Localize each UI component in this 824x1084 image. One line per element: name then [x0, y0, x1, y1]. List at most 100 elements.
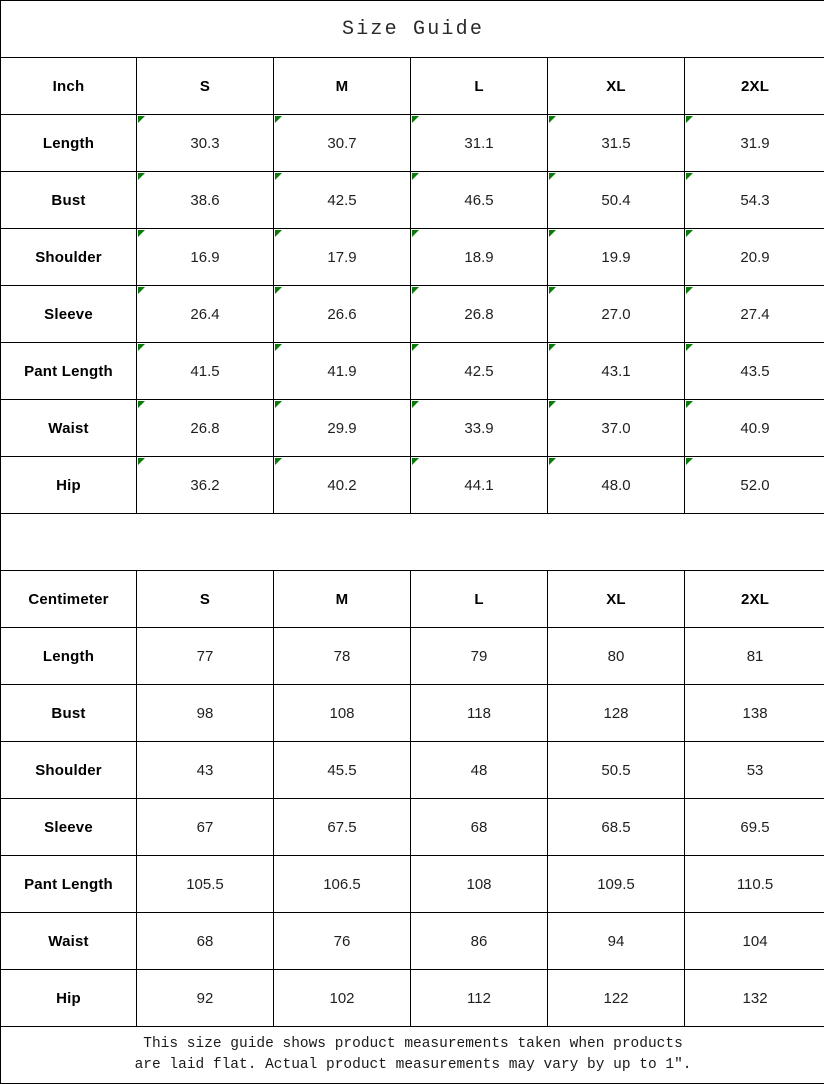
- cell-cm-shoulder-m: 45.5: [274, 742, 411, 799]
- cell-inch-length-xl: 31.5: [548, 115, 685, 172]
- page-title: Size Guide: [1, 1, 824, 58]
- table-row: Hip 36.2 40.2 44.1 48.0 52.0: [1, 457, 824, 514]
- cell-inch-waist-s: 26.8: [137, 400, 274, 457]
- cell-inch-length-s: 30.3: [137, 115, 274, 172]
- table-row: Shoulder 16.9 17.9 18.9 19.9 20.9: [1, 229, 824, 286]
- cell-cm-waist-l: 86: [411, 913, 548, 970]
- cell-cm-pant-length-m: 106.5: [274, 856, 411, 913]
- cell-cm-sleeve-m: 67.5: [274, 799, 411, 856]
- column-header-m: M: [274, 58, 411, 115]
- cell-inch-pant-length-m: 41.9: [274, 343, 411, 400]
- column-header-s: S: [137, 58, 274, 115]
- cell-cm-waist-2xl: 104: [685, 913, 824, 970]
- row-label-cm-shoulder: Shoulder: [1, 742, 137, 799]
- cell-inch-hip-m: 40.2: [274, 457, 411, 514]
- cell-cm-sleeve-l: 68: [411, 799, 548, 856]
- column-header-l: L: [411, 58, 548, 115]
- cell-cm-bust-xl: 128: [548, 685, 685, 742]
- cell-inch-length-m: 30.7: [274, 115, 411, 172]
- cell-inch-bust-xl: 50.4: [548, 172, 685, 229]
- table-row: Waist 26.8 29.9 33.9 37.0 40.9: [1, 400, 824, 457]
- footer-row: This size guide shows product measuremen…: [1, 1027, 824, 1084]
- cell-inch-sleeve-xl: 27.0: [548, 286, 685, 343]
- cell-cm-hip-m: 102: [274, 970, 411, 1027]
- inch-header-row: Inch S M L XL 2XL: [1, 58, 824, 115]
- cell-inch-bust-2xl: 54.3: [685, 172, 824, 229]
- row-label-sleeve: Sleeve: [1, 286, 137, 343]
- cell-cm-hip-2xl: 132: [685, 970, 824, 1027]
- unit-label-inch: Inch: [1, 58, 137, 115]
- row-label-cm-bust: Bust: [1, 685, 137, 742]
- cell-inch-pant-length-l: 42.5: [411, 343, 548, 400]
- cell-cm-pant-length-2xl: 110.5: [685, 856, 824, 913]
- column-header-cm-2xl: 2XL: [685, 571, 824, 628]
- cell-inch-hip-s: 36.2: [137, 457, 274, 514]
- cell-inch-bust-s: 38.6: [137, 172, 274, 229]
- row-label-bust: Bust: [1, 172, 137, 229]
- row-label-cm-pant-length: Pant Length: [1, 856, 137, 913]
- cell-cm-length-l: 79: [411, 628, 548, 685]
- table-row: Shoulder 43 45.5 48 50.5 53: [1, 742, 824, 799]
- cell-cm-shoulder-s: 43: [137, 742, 274, 799]
- cell-inch-length-2xl: 31.9: [685, 115, 824, 172]
- row-label-cm-waist: Waist: [1, 913, 137, 970]
- cell-cm-waist-m: 76: [274, 913, 411, 970]
- cell-cm-shoulder-xl: 50.5: [548, 742, 685, 799]
- cell-cm-bust-m: 108: [274, 685, 411, 742]
- row-label-cm-sleeve: Sleeve: [1, 799, 137, 856]
- column-header-2xl: 2XL: [685, 58, 824, 115]
- footer-note-line-1: This size guide shows product measuremen…: [1, 1034, 824, 1055]
- cell-inch-shoulder-2xl: 20.9: [685, 229, 824, 286]
- row-label-hip: Hip: [1, 457, 137, 514]
- cell-cm-bust-l: 118: [411, 685, 548, 742]
- cell-cm-pant-length-l: 108: [411, 856, 548, 913]
- cell-cm-sleeve-s: 67: [137, 799, 274, 856]
- cell-inch-shoulder-m: 17.9: [274, 229, 411, 286]
- cell-inch-pant-length-s: 41.5: [137, 343, 274, 400]
- column-header-cm-s: S: [137, 571, 274, 628]
- cell-inch-bust-l: 46.5: [411, 172, 548, 229]
- cell-cm-length-xl: 80: [548, 628, 685, 685]
- cell-inch-waist-xl: 37.0: [548, 400, 685, 457]
- row-label-pant-length: Pant Length: [1, 343, 137, 400]
- cell-cm-hip-xl: 122: [548, 970, 685, 1027]
- centimeter-header-row: Centimeter S M L XL 2XL: [1, 571, 824, 628]
- cell-inch-waist-l: 33.9: [411, 400, 548, 457]
- table-row: Pant Length 41.5 41.9 42.5 43.1 43.5: [1, 343, 824, 400]
- table-row: Pant Length 105.5 106.5 108 109.5 110.5: [1, 856, 824, 913]
- footer-note: This size guide shows product measuremen…: [1, 1027, 824, 1084]
- cell-inch-pant-length-xl: 43.1: [548, 343, 685, 400]
- row-label-cm-length: Length: [1, 628, 137, 685]
- cell-cm-waist-xl: 94: [548, 913, 685, 970]
- cell-inch-waist-2xl: 40.9: [685, 400, 824, 457]
- column-header-cm-xl: XL: [548, 571, 685, 628]
- cell-inch-hip-2xl: 52.0: [685, 457, 824, 514]
- cell-cm-shoulder-l: 48: [411, 742, 548, 799]
- cell-cm-hip-s: 92: [137, 970, 274, 1027]
- row-label-shoulder: Shoulder: [1, 229, 137, 286]
- spacer-cell: [1, 514, 824, 571]
- cell-cm-pant-length-xl: 109.5: [548, 856, 685, 913]
- table-row: Length 77 78 79 80 81: [1, 628, 824, 685]
- title-row: Size Guide: [1, 1, 824, 58]
- cell-inch-shoulder-s: 16.9: [137, 229, 274, 286]
- cell-cm-bust-s: 98: [137, 685, 274, 742]
- cell-cm-waist-s: 68: [137, 913, 274, 970]
- table-row: Sleeve 26.4 26.6 26.8 27.0 27.4: [1, 286, 824, 343]
- cell-inch-waist-m: 29.9: [274, 400, 411, 457]
- cell-inch-length-l: 31.1: [411, 115, 548, 172]
- row-label-length: Length: [1, 115, 137, 172]
- cell-cm-sleeve-2xl: 69.5: [685, 799, 824, 856]
- cell-inch-sleeve-2xl: 27.4: [685, 286, 824, 343]
- table-row: Hip 92 102 112 122 132: [1, 970, 824, 1027]
- cell-inch-sleeve-s: 26.4: [137, 286, 274, 343]
- cell-cm-shoulder-2xl: 53: [685, 742, 824, 799]
- cell-inch-hip-l: 44.1: [411, 457, 548, 514]
- cell-inch-hip-xl: 48.0: [548, 457, 685, 514]
- table-row: Bust 98 108 118 128 138: [1, 685, 824, 742]
- table-row: Length 30.3 30.7 31.1 31.5 31.9: [1, 115, 824, 172]
- table-row: Sleeve 67 67.5 68 68.5 69.5: [1, 799, 824, 856]
- row-label-cm-hip: Hip: [1, 970, 137, 1027]
